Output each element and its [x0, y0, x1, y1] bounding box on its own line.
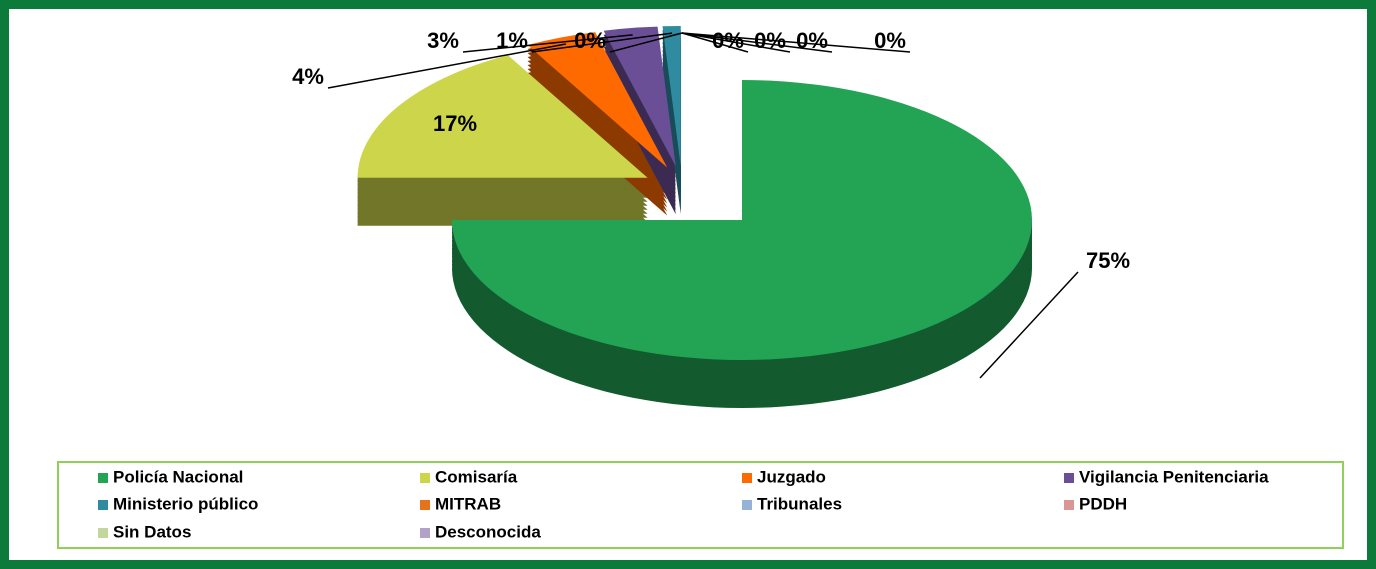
legend-label: Tribunales: [757, 494, 842, 513]
data-label: 0%: [874, 28, 906, 53]
legend-swatch: [420, 500, 430, 510]
leader-line: [681, 32, 791, 53]
data-label: 17%: [433, 111, 477, 136]
leader-line: [681, 32, 833, 53]
data-label: 4%: [292, 64, 324, 89]
data-label: 0%: [796, 28, 828, 53]
legend-label: Vigilancia Penitenciaria: [1079, 467, 1269, 486]
leader-line: [462, 34, 633, 53]
leader-line: [531, 32, 673, 53]
legend-swatch: [98, 473, 108, 483]
legend-swatch: [742, 473, 752, 483]
pie-slice: [603, 26, 676, 167]
leader-line: [327, 43, 566, 89]
leader-line: [979, 271, 1079, 379]
legend-box: [57, 461, 1344, 549]
legend-swatch: [420, 528, 430, 538]
legend-label: Policía Nacional: [113, 467, 243, 486]
legend-label: Sin Datos: [113, 522, 191, 541]
data-label: 0%: [574, 28, 606, 53]
pie-slice: [357, 55, 648, 178]
legend-label: PDDH: [1079, 494, 1127, 513]
pie-slice: [527, 32, 668, 168]
legend-swatch: [1064, 500, 1074, 510]
legend-swatch: [420, 473, 430, 483]
leader-line: [609, 32, 683, 53]
pie-slice: [452, 80, 1032, 360]
legend-label: MITRAB: [435, 494, 501, 513]
legend-label: Desconocida: [435, 522, 541, 541]
legend-label: Ministerio público: [113, 494, 258, 513]
legend-swatch: [98, 528, 108, 538]
legend-label: Juzgado: [757, 467, 826, 486]
legend-swatch: [1064, 473, 1074, 483]
legend-swatch: [742, 500, 752, 510]
legend-swatch: [98, 500, 108, 510]
pie-slice: [662, 26, 681, 167]
data-label: 75%: [1086, 248, 1130, 273]
data-label: 3%: [427, 28, 459, 53]
legend-label: Comisaría: [435, 467, 518, 486]
leader-line: [681, 32, 749, 53]
data-label: 1%: [496, 28, 528, 53]
leader-line: [681, 32, 911, 53]
